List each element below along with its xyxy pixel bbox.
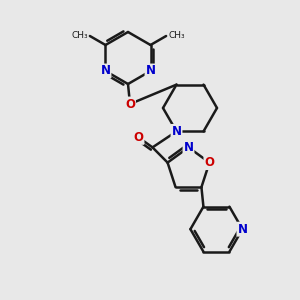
- Text: CH₃: CH₃: [168, 32, 185, 40]
- Text: O: O: [125, 98, 135, 110]
- Text: N: N: [146, 64, 155, 77]
- Text: O: O: [134, 131, 143, 144]
- Text: N: N: [100, 64, 110, 77]
- Text: CH₃: CH₃: [71, 32, 88, 40]
- Text: N: N: [184, 141, 194, 154]
- Text: N: N: [237, 223, 248, 236]
- Text: N: N: [172, 125, 182, 138]
- Text: O: O: [204, 156, 214, 169]
